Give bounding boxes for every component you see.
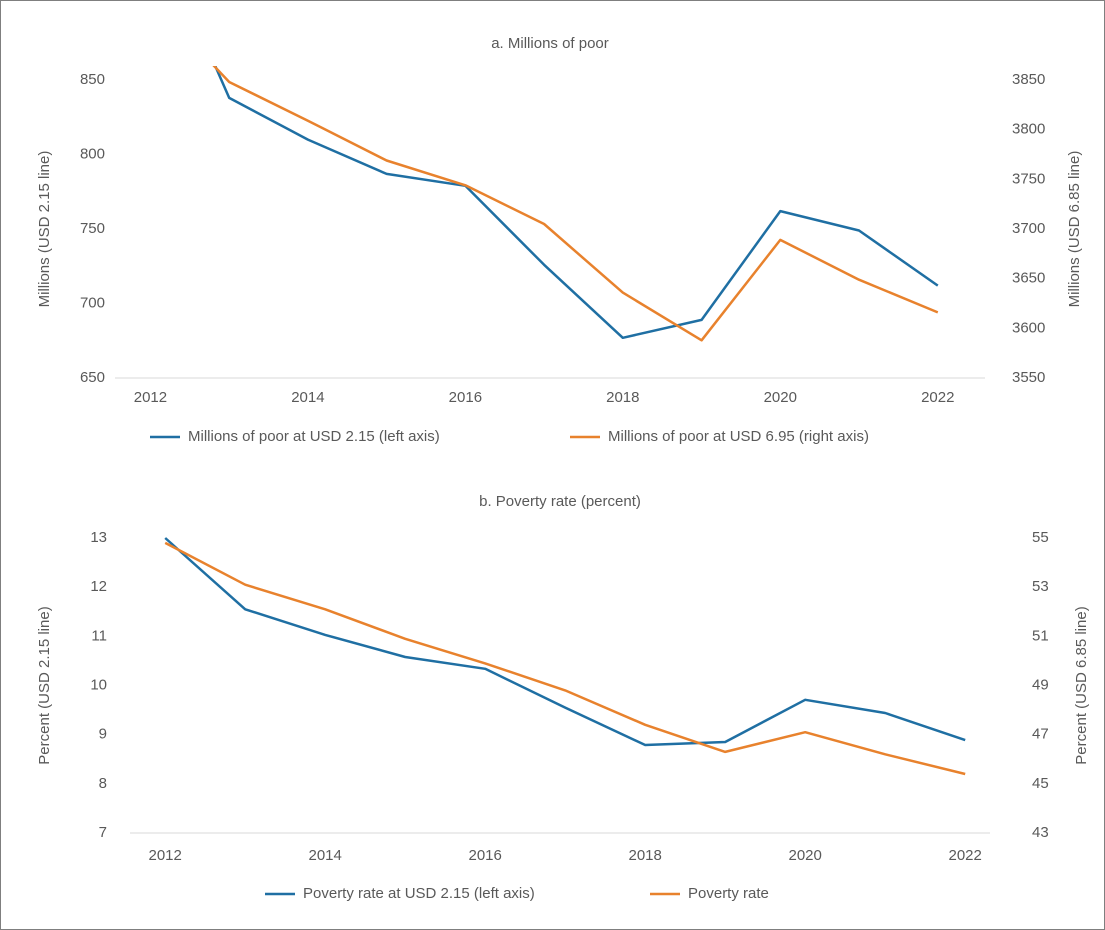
series-line (213, 66, 939, 340)
y-tick-label: 750 (80, 220, 105, 237)
x-tick-label: 2016 (469, 847, 502, 864)
x-tick-label: 2018 (629, 847, 662, 864)
y2-tick-label: 53 (1032, 578, 1049, 595)
y-tick-label: 13 (90, 529, 107, 546)
y-tick-label: 9 (99, 726, 107, 743)
y-tick-label: 12 (90, 578, 107, 595)
y2-tick-label: 3650 (1012, 270, 1045, 287)
legend-label: Millions of poor at USD 2.15 (left axis) (188, 428, 440, 445)
y2-tick-label: 3600 (1012, 319, 1045, 336)
chart-title: a. Millions of poor (491, 35, 609, 52)
x-tick-label: 2022 (921, 389, 954, 406)
y2-tick-label: 45 (1032, 775, 1049, 792)
y2-tick-label: 51 (1032, 627, 1049, 644)
x-tick-label: 2012 (149, 847, 182, 864)
legend-label: Millions of poor at USD 6.95 (right axis… (608, 428, 869, 445)
legend-label: Poverty rate (688, 885, 769, 902)
legend-label: Poverty rate at USD 2.15 (left axis) (303, 885, 535, 902)
y2-tick-label: 3850 (1012, 71, 1045, 88)
x-tick-label: 2014 (309, 847, 342, 864)
y-tick-label: 700 (80, 294, 105, 311)
x-tick-label: 2020 (789, 847, 822, 864)
y2-tick-label: 3800 (1012, 121, 1045, 138)
y-axis-title: Millions (USD 2.15 line) (36, 151, 53, 308)
x-tick-label: 2012 (134, 389, 167, 406)
y-tick-label: 7 (99, 824, 107, 841)
y2-tick-label: 43 (1032, 824, 1049, 841)
y2-axis-title: Millions (USD 6.85 line) (1066, 151, 1083, 308)
series-line (164, 537, 966, 747)
y2-axis-title: Percent (USD 6.85 line) (1073, 606, 1090, 764)
x-tick-label: 2014 (291, 389, 324, 406)
y-tick-label: 850 (80, 71, 105, 88)
y2-tick-label: 3700 (1012, 220, 1045, 237)
y-axis-title: Percent (USD 2.15 line) (36, 606, 53, 764)
x-tick-label: 2018 (606, 389, 639, 406)
y2-tick-label: 47 (1032, 726, 1049, 743)
y-tick-label: 8 (99, 775, 107, 792)
y2-tick-label: 3750 (1012, 170, 1045, 187)
series-line (212, 66, 939, 342)
x-tick-label: 2022 (949, 847, 982, 864)
series-line (164, 541, 966, 776)
y-tick-label: 10 (90, 676, 107, 693)
chart-title: b. Poverty rate (percent) (479, 493, 641, 510)
y2-tick-label: 55 (1032, 529, 1049, 546)
y2-tick-label: 49 (1032, 676, 1049, 693)
y-tick-label: 11 (91, 627, 107, 644)
x-tick-label: 2020 (764, 389, 797, 406)
y-tick-label: 650 (80, 369, 105, 386)
y-tick-label: 800 (80, 145, 105, 162)
x-tick-label: 2016 (449, 389, 482, 406)
y2-tick-label: 3550 (1012, 369, 1045, 386)
